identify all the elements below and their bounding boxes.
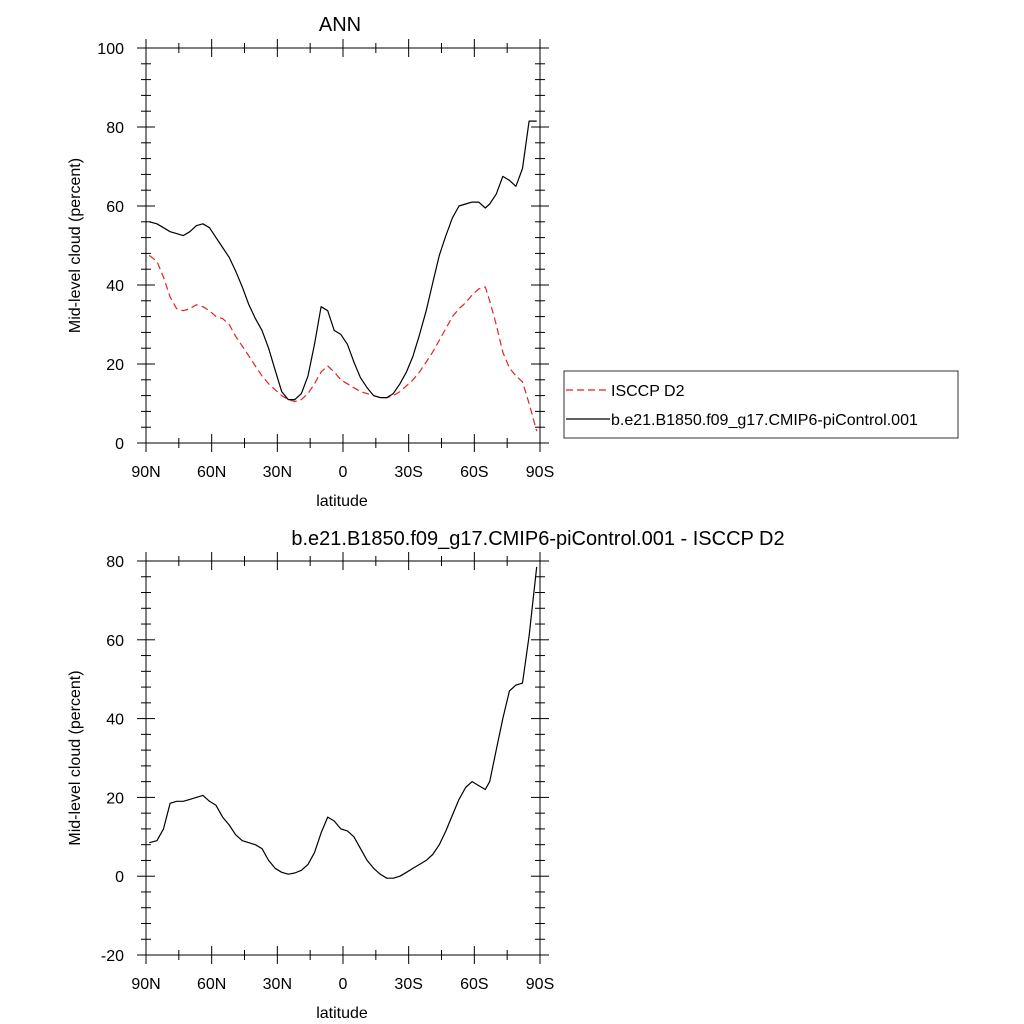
x-tick-label: 30S (394, 976, 422, 993)
x-axis-label: latitude (316, 1005, 368, 1022)
x-axis-label: latitude (316, 493, 368, 510)
x-tick-label: 60N (197, 976, 226, 993)
x-tick-label: 60S (460, 464, 488, 481)
y-axis-label: Mid-level cloud (percent) (67, 158, 84, 333)
y-tick-label: 0 (115, 436, 124, 453)
y-tick-label: 100 (97, 41, 124, 58)
y-tick-label: 60 (106, 633, 124, 650)
y-tick-label: 40 (106, 712, 124, 729)
legend-label-model: b.e21.B1850.f09_g17.CMIP6-piControl.001 (611, 412, 918, 429)
y-tick-label: 40 (106, 278, 124, 295)
y-axis-label: Mid-level cloud (percent) (67, 670, 84, 845)
legend-frame (563, 370, 959, 439)
chart-title: b.e21.B1850.f09_g17.CMIP6-piControl.001 … (291, 528, 784, 550)
x-tick-label: 60N (197, 464, 226, 481)
plot-frame (145, 560, 541, 956)
x-tick-label: 0 (339, 464, 348, 481)
x-tick-label: 30N (263, 976, 292, 993)
x-tick-label: 30S (394, 464, 422, 481)
x-tick-label: 90N (131, 976, 160, 993)
x-tick-label: 90S (526, 464, 554, 481)
series-line-isccp (148, 254, 538, 432)
x-tick-label: 90S (526, 976, 554, 993)
difference-chart-panel: b.e21.B1850.f09_g17.CMIP6-piControl.001 … (67, 528, 785, 1022)
plot-frame (145, 47, 541, 444)
series-line-difference (149, 566, 538, 879)
y-tick-label: 20 (106, 357, 124, 374)
legend: ISCCP D2 b.e21.B1850.f09_g17.CMIP6-piCon… (563, 370, 959, 439)
x-tick-label: 0 (339, 976, 348, 993)
chart-title: ANN (319, 14, 361, 36)
x-tick-label: 30N (263, 464, 292, 481)
legend-label-isccp: ISCCP D2 (611, 383, 685, 400)
y-tick-label: 60 (106, 199, 124, 216)
y-tick-label: -20 (101, 948, 124, 965)
series-line-model (149, 120, 537, 401)
ann-chart-panel: ANN 0 20 40 60 80 100 90N 60N 30N 0 30S 60S 90S latitu… (67, 14, 554, 510)
x-tick-label: 60S (460, 976, 488, 993)
y-tick-label: 80 (106, 554, 124, 571)
x-tick-label: 90N (131, 464, 160, 481)
y-tick-label: 20 (106, 790, 124, 807)
y-tick-label: 80 (106, 120, 124, 137)
y-tick-label: 0 (115, 869, 124, 886)
